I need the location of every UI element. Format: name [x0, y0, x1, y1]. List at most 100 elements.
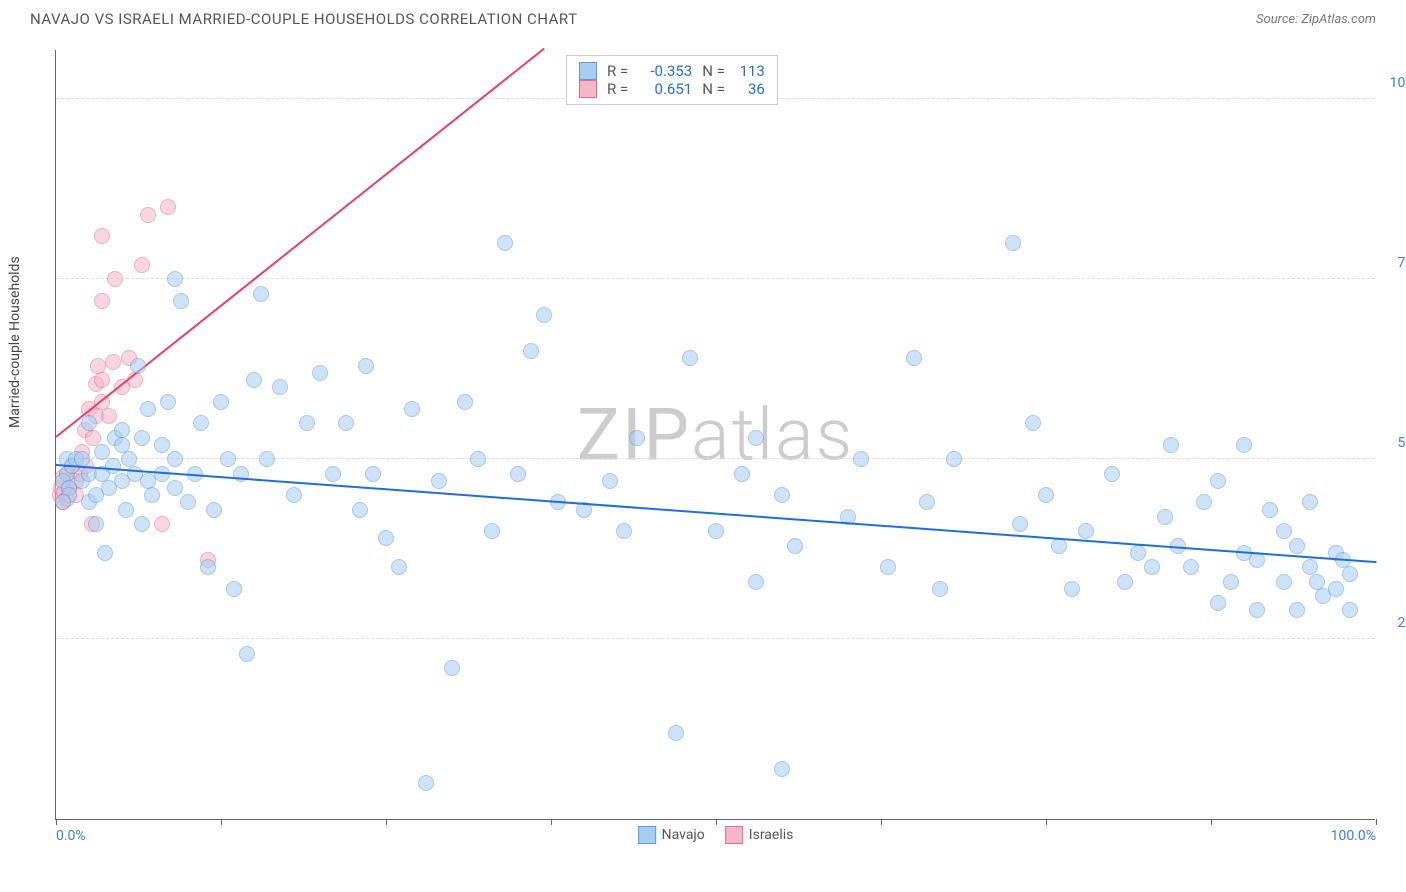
- data-point-navajo: [160, 394, 176, 410]
- data-point-navajo: [154, 437, 170, 453]
- data-point-navajo: [118, 502, 134, 518]
- data-point-navajo: [167, 451, 183, 467]
- data-point-navajo: [682, 350, 698, 366]
- data-point-navajo: [220, 451, 236, 467]
- gridline: [56, 638, 1375, 639]
- data-point-navajo: [206, 502, 222, 518]
- data-point-navajo: [457, 394, 473, 410]
- source-label: Source: ZipAtlas.com: [1256, 12, 1376, 27]
- legend-label: Navajo: [662, 827, 705, 843]
- legend-item-israelis: Israelis: [725, 826, 794, 844]
- data-point-navajo: [94, 444, 110, 460]
- data-point-navajo: [193, 415, 209, 431]
- data-point-navajo: [1064, 581, 1080, 597]
- data-point-navajo: [523, 343, 539, 359]
- data-point-navajo: [919, 494, 935, 510]
- data-point-israelis: [154, 516, 170, 532]
- legend-item-navajo: Navajo: [638, 826, 705, 844]
- data-point-navajo: [497, 235, 513, 251]
- data-point-navajo: [55, 494, 71, 510]
- data-point-navajo: [391, 559, 407, 575]
- data-point-navajo: [312, 365, 328, 381]
- data-point-navajo: [629, 430, 645, 446]
- swatch-navajo: [579, 62, 597, 80]
- data-point-israelis: [101, 408, 117, 424]
- data-point-navajo: [1276, 523, 1292, 539]
- data-point-navajo: [404, 401, 420, 417]
- x-tick: [1211, 819, 1212, 825]
- data-point-navajo: [213, 394, 229, 410]
- data-point-navajo: [88, 516, 104, 532]
- data-point-navajo: [134, 430, 150, 446]
- data-point-navajo: [484, 523, 500, 539]
- y-axis-title: Married-couple Households: [7, 256, 23, 428]
- data-point-navajo: [352, 502, 368, 518]
- data-point-navajo: [906, 350, 922, 366]
- r-label: R =: [607, 80, 628, 98]
- data-point-navajo: [431, 473, 447, 489]
- x-tick: [1046, 819, 1047, 825]
- data-point-israelis: [94, 372, 110, 388]
- data-point-navajo: [1025, 415, 1041, 431]
- data-point-navajo: [734, 466, 750, 482]
- x-tick: [1376, 819, 1377, 825]
- data-point-navajo: [299, 415, 315, 431]
- data-point-navajo: [81, 415, 97, 431]
- data-point-navajo: [1012, 516, 1028, 532]
- data-point-navajo: [1038, 487, 1054, 503]
- data-point-navajo: [853, 451, 869, 467]
- x-tick: [881, 819, 882, 825]
- data-point-navajo: [774, 487, 790, 503]
- data-point-israelis: [105, 354, 121, 370]
- x-tick: [386, 819, 387, 825]
- data-point-israelis: [94, 293, 110, 309]
- data-point-navajo: [418, 775, 434, 791]
- data-point-navajo: [602, 473, 618, 489]
- data-point-navajo: [932, 581, 948, 597]
- watermark: ZIPatlas: [577, 392, 854, 477]
- n-value: 113: [735, 62, 765, 80]
- data-point-navajo: [1262, 502, 1278, 518]
- stats-box: R =-0.353N =113R =0.651N =36: [566, 55, 778, 105]
- data-point-israelis: [160, 199, 176, 215]
- data-point-navajo: [748, 574, 764, 590]
- legend: Navajo Israelis: [638, 826, 794, 844]
- data-point-navajo: [130, 358, 146, 374]
- data-point-navajo: [325, 466, 341, 482]
- data-point-navajo: [1289, 538, 1305, 554]
- y-tick-label: 100.0%: [1390, 75, 1406, 91]
- data-point-navajo: [286, 487, 302, 503]
- data-point-navajo: [1236, 437, 1252, 453]
- data-point-navajo: [226, 581, 242, 597]
- data-point-navajo: [140, 401, 156, 417]
- data-point-navajo: [470, 451, 486, 467]
- data-point-navajo: [144, 487, 160, 503]
- data-point-navajo: [1117, 574, 1133, 590]
- data-point-navajo: [1005, 235, 1021, 251]
- data-point-navajo: [167, 480, 183, 496]
- data-point-navajo: [1342, 566, 1358, 582]
- r-value: 0.651: [638, 80, 692, 98]
- swatch-israelis: [725, 826, 743, 844]
- data-point-israelis: [134, 257, 150, 273]
- y-tick-label: 50.0%: [1397, 435, 1406, 451]
- data-point-navajo: [444, 660, 460, 676]
- legend-label: Israelis: [749, 827, 794, 843]
- scatter-chart: ZIPatlas 25.0%50.0%75.0%100.0%0.0%100.0%…: [55, 50, 1375, 820]
- data-point-navajo: [173, 293, 189, 309]
- x-tick-label: 0.0%: [56, 828, 86, 844]
- y-tick-label: 25.0%: [1397, 615, 1406, 631]
- data-point-navajo: [246, 372, 262, 388]
- x-tick: [716, 819, 717, 825]
- data-point-navajo: [1183, 559, 1199, 575]
- data-point-navajo: [1276, 574, 1292, 590]
- data-point-navajo: [708, 523, 724, 539]
- data-point-navajo: [97, 545, 113, 561]
- data-point-navajo: [365, 466, 381, 482]
- data-point-navajo: [259, 451, 275, 467]
- data-point-navajo: [1196, 494, 1212, 510]
- gridline: [56, 458, 1375, 459]
- data-point-navajo: [1104, 466, 1120, 482]
- data-point-navajo: [272, 379, 288, 395]
- data-point-navajo: [167, 271, 183, 287]
